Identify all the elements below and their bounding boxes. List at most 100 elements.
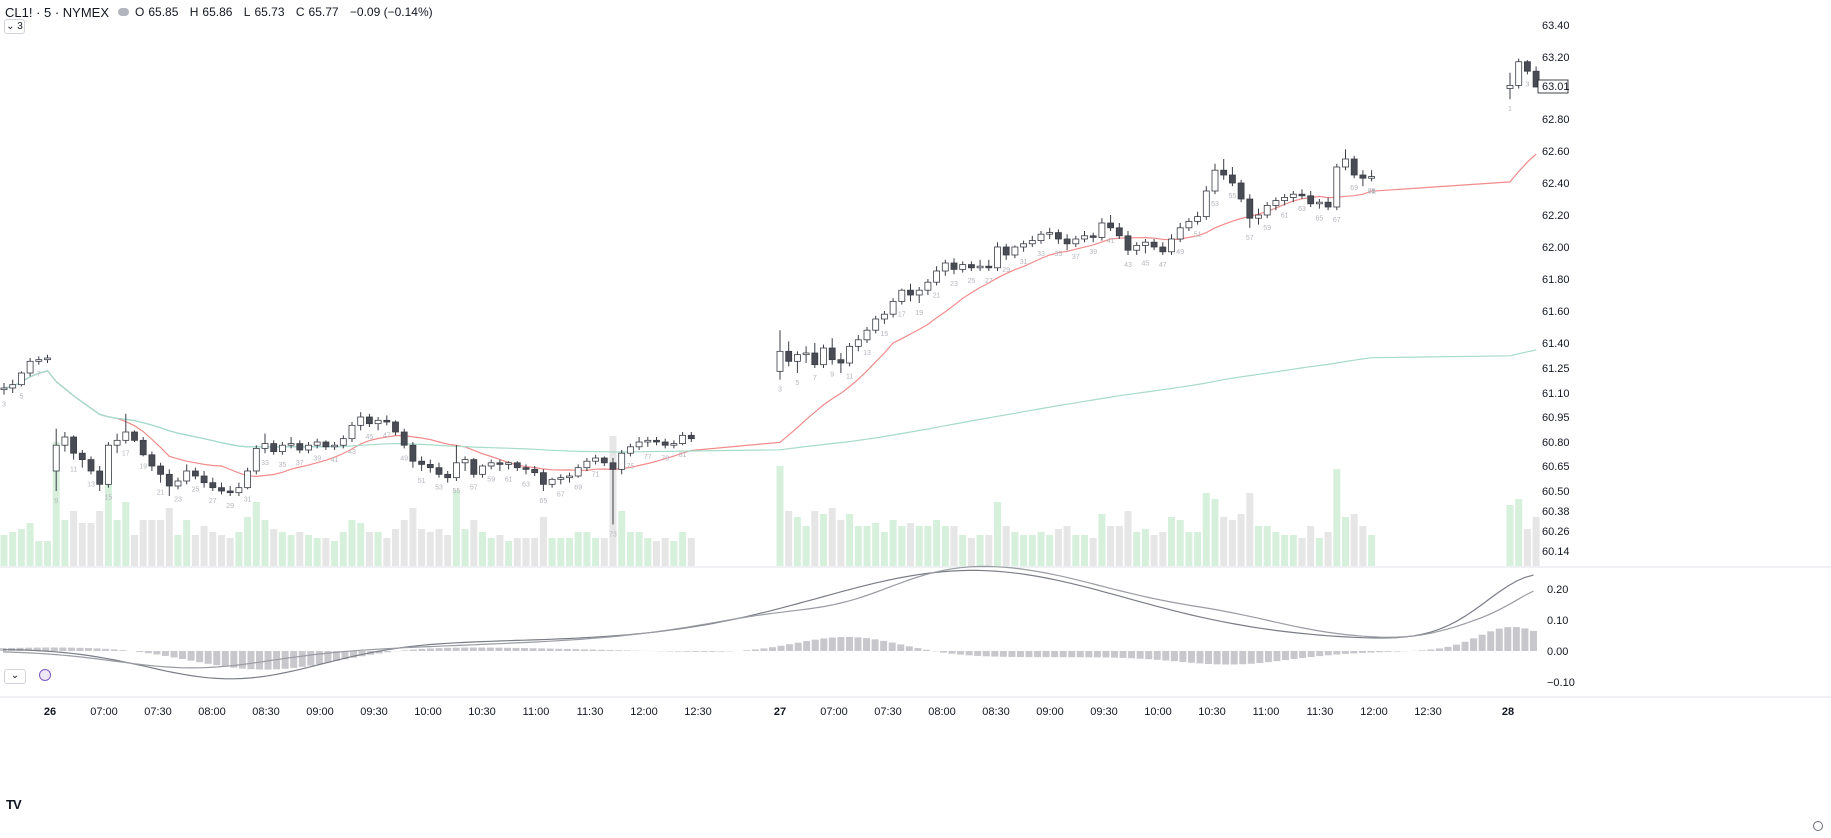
volume-bar [793, 517, 801, 566]
gear-icon[interactable] [1813, 821, 1823, 831]
volume-bar [907, 523, 914, 566]
macd-bar [221, 651, 229, 667]
price-axis-tick: 60.26 [1542, 526, 1570, 538]
candle [1081, 235, 1088, 240]
candle [1506, 85, 1514, 89]
volume-bar [1263, 526, 1271, 566]
bar-count-label: 49 [400, 455, 408, 462]
volume-bar [994, 502, 1001, 566]
candle [924, 281, 932, 291]
volume-bar [1350, 514, 1358, 566]
candle [191, 470, 199, 477]
bar-count-label: 37 [1072, 254, 1080, 261]
refresh-icon[interactable] [39, 669, 51, 681]
time-axis-tick: 11:30 [577, 706, 604, 718]
time-axis-tick: 07:00 [90, 706, 118, 718]
macd-collapse-button[interactable]: ⌄ [4, 669, 26, 684]
macd-bar [1393, 651, 1401, 652]
bar-count-label: 41 [331, 457, 339, 464]
macd-bar [170, 651, 178, 658]
bar-count-label: 51 [418, 478, 426, 485]
candle [1194, 216, 1201, 222]
candle [513, 462, 521, 469]
volume-bar [1063, 526, 1071, 566]
macd-bar [692, 651, 700, 652]
candle [1246, 198, 1254, 219]
macd-axis-tick: 0.00 [1547, 646, 1568, 658]
macd-bar [1504, 627, 1512, 651]
volume-bar [626, 532, 634, 566]
candle [113, 439, 121, 446]
time-axis-tick: 10:30 [468, 706, 496, 718]
macd-bar [1196, 651, 1204, 664]
candle [985, 265, 993, 269]
candle [131, 431, 138, 441]
volume-bar [1333, 469, 1341, 566]
volume-bar [357, 523, 365, 566]
bar-count-label: 15 [105, 495, 113, 502]
volume-bar [339, 532, 347, 566]
candle [252, 447, 260, 472]
volume-bar [348, 520, 356, 566]
macd-bar [1427, 649, 1435, 651]
time-axis-tick: 11:30 [1307, 706, 1334, 718]
bar-count-label: 73 [1368, 188, 1376, 195]
price-axis-tick: 61.80 [1542, 274, 1570, 286]
indicators-collapse-button[interactable]: ⌄ 3 [4, 19, 25, 34]
volume-bar [1150, 535, 1158, 566]
macd-bar [1205, 651, 1213, 664]
candle [1020, 243, 1027, 248]
candle [1289, 193, 1297, 198]
candle [968, 264, 975, 269]
candle [531, 468, 539, 474]
macd-bar [1529, 630, 1537, 651]
bar-count-label: 5 [795, 380, 799, 387]
bar-count-label: 11 [70, 467, 77, 474]
macd-bar [794, 642, 802, 651]
eye-icon[interactable] [118, 8, 130, 16]
macd-bar [42, 647, 50, 651]
candle [679, 434, 686, 445]
candle [461, 459, 469, 464]
macd-bar [563, 648, 571, 651]
volume-bar [915, 526, 923, 566]
volume-bar [592, 538, 600, 566]
volume-bar [600, 538, 608, 566]
bar-count-label: 45 [1142, 260, 1150, 267]
volume-bar [200, 526, 208, 566]
volume-bar [1506, 505, 1514, 566]
volume-bar [183, 520, 191, 566]
candle [1237, 182, 1245, 200]
volume-bar [9, 532, 17, 566]
candle [854, 339, 862, 347]
candle [915, 289, 923, 296]
candle [1002, 246, 1010, 256]
volume-bar [679, 532, 687, 566]
time-axis-tick: 12:00 [1360, 706, 1388, 718]
volume-bar [1115, 526, 1123, 566]
macd-bar [1213, 651, 1221, 665]
macd-bar [427, 648, 434, 651]
volume-bar [776, 466, 784, 566]
macd-bar [461, 647, 469, 651]
candle [785, 350, 793, 362]
time-axis-tick: 08:00 [198, 706, 226, 718]
macd-bar [1170, 651, 1178, 662]
candle [96, 470, 104, 485]
bar-count-label: 63 [1298, 206, 1306, 213]
volume-bar [924, 526, 932, 566]
candle [1037, 233, 1045, 241]
macd-bar [1470, 638, 1478, 651]
symbol-name[interactable]: CL1! · 5 · NYMEX [5, 4, 110, 20]
candle [1028, 240, 1036, 245]
macd-bar [1316, 651, 1324, 657]
macd-bar [59, 647, 67, 651]
volume-bar [1246, 493, 1254, 566]
candle [583, 460, 591, 469]
candle [9, 384, 17, 389]
time-axis-tick: 07:30 [874, 706, 902, 718]
macd-bar [401, 650, 409, 651]
tradingview-logo-icon[interactable]: TV [6, 797, 22, 812]
volume-bar [131, 535, 138, 566]
